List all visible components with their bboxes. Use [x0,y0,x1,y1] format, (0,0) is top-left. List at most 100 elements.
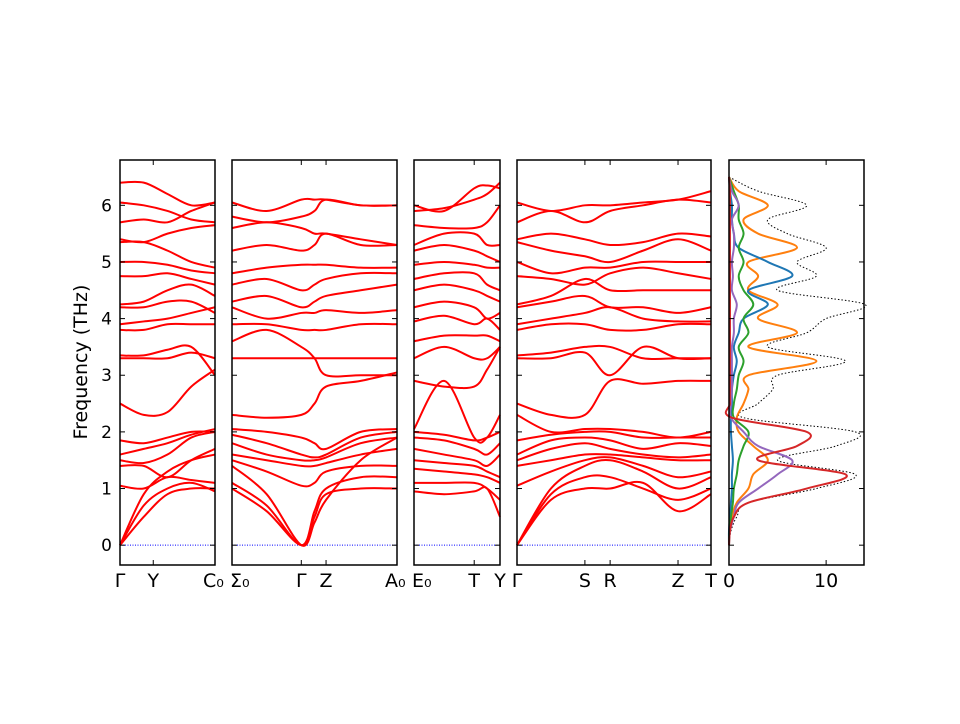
dos-total-line [728,176,867,546]
phonon-band [231,283,398,309]
phonon-band [413,467,501,484]
phonon-band [119,344,216,376]
phonon-band [119,475,216,490]
phonon-band [119,201,216,224]
phonon-band [516,458,712,546]
phonon-band [516,414,712,439]
kpoint-label: S [579,570,591,592]
band-panel: Σ₀ Γ Z A₀ [230,159,406,592]
dos-blue-line [727,176,794,546]
kpoint-label: Z [672,570,685,592]
phonon-band [413,271,501,292]
phonon-band [413,283,501,303]
phonon-band [516,238,712,264]
kpoint-label: C₀ [203,570,224,592]
kpoint-label: Z [320,570,333,592]
phonon-band [413,379,501,444]
panel-frame [119,159,216,566]
band-panel: E₀ T Y [412,159,506,592]
phonon-band [231,271,398,292]
phonon-band [231,328,397,378]
phonon-band [231,447,398,468]
phonon-band [119,180,216,207]
phonon-band [413,334,501,343]
phonon-band [413,447,501,467]
phonon-band [413,184,501,213]
phonon-band [413,459,501,479]
kpoint-label: Y [146,570,159,592]
y-tick-label: 4 [101,310,112,330]
phonon-band [119,260,216,275]
phonon-band [119,283,216,306]
phonon-band [413,430,501,442]
phonon-band [413,486,501,518]
phonon-band [119,447,216,479]
phonon-band [516,345,712,377]
phonon-band [516,344,711,361]
phonon-band [516,190,712,212]
phonon-band [231,436,398,547]
y-axis-label: Frequency (THz) [70,285,92,440]
phonon-band [413,345,501,361]
dos-green-line [728,176,755,546]
phonon-band [119,368,216,417]
band-panel: Γ Y C₀ 0 1 2 3 4 5 6 [101,159,224,592]
phonon-band [414,481,501,501]
y-tick-label: 1 [101,480,112,500]
kpoint-label: Γ [296,570,307,592]
phonon-band [413,300,501,320]
panel-frame [231,159,398,566]
phonon-band [516,260,711,275]
phonon-band [516,277,711,306]
phonon-band [231,306,398,320]
phonon-band [231,197,398,212]
phonon-band [516,480,712,546]
phonon-band [119,299,216,314]
phonon-band [413,346,501,390]
phonon-band [516,453,712,467]
phonon-band [119,272,216,286]
kpoint-label: E₀ [412,570,432,592]
phonon-band [516,266,712,286]
y-tick-label: 2 [101,423,112,443]
phonon-band [231,487,398,547]
phonon-band [516,474,712,546]
phonon-band [516,442,712,462]
kpoint-label: R [604,570,617,592]
phonon-band [413,243,501,263]
phonon-band [231,198,398,224]
phonon-band [119,430,216,445]
phonon-band [413,204,501,230]
phonon-band [119,306,216,326]
phonon-band [119,430,216,465]
phonon-band [119,453,216,546]
kpoint-label: Γ [115,570,126,592]
phonon-band [516,430,711,442]
kpoint-label: Γ [512,570,523,592]
phonon-band [516,378,712,419]
kpoint-label: A₀ [385,570,406,592]
phonon-band [119,487,216,546]
phonon-band [231,232,398,252]
y-tick-label: 5 [101,253,112,273]
phonon-band [231,428,398,451]
phonon-band [231,371,398,419]
phonon-band [119,224,216,244]
y-tick-label: 6 [101,196,112,216]
kpoint-label: Y [493,570,506,592]
dos-frame [728,159,865,566]
phonon-band [231,263,398,275]
dos-x-tick-label: 0 [723,570,735,592]
phonon-band [413,260,501,269]
kpoint-label: T [467,570,480,592]
kpoint-label: Σ₀ [230,570,250,592]
phonon-band [231,430,398,459]
phonon-band [231,322,398,332]
dos-red-line [724,176,848,546]
phonon-band [119,428,216,456]
phonon-band [231,459,398,488]
phonon-band [413,436,501,456]
phonon-band [516,322,712,332]
